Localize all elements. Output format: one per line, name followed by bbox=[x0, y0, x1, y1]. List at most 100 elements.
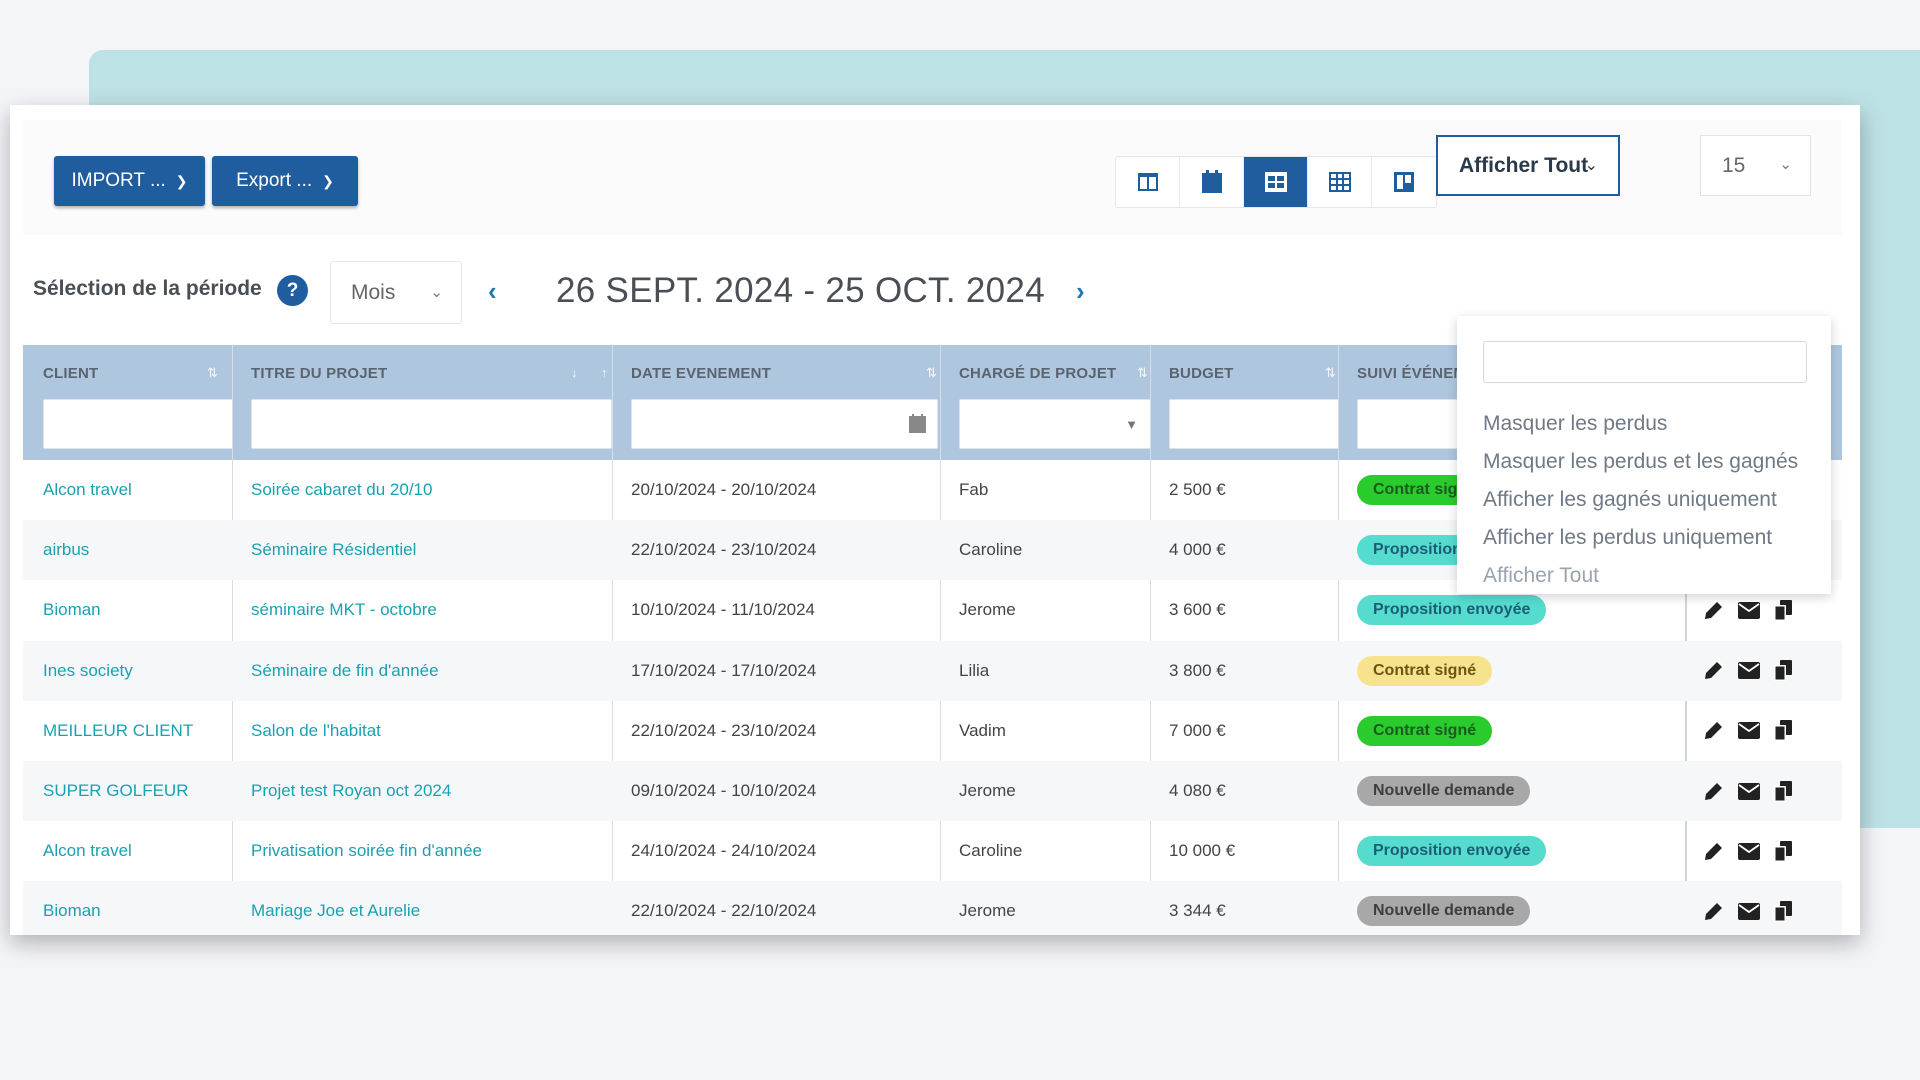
app-card: IMPORT ... ❯ Export ... ❯ Sélection bbox=[10, 105, 1860, 935]
envelope-icon[interactable] bbox=[1738, 902, 1760, 920]
client-link[interactable]: Ines society bbox=[43, 660, 133, 680]
kanban-view-button[interactable] bbox=[1372, 157, 1436, 207]
calendar-view-button[interactable] bbox=[1180, 157, 1244, 207]
column-header-date[interactable]: DATE EVENEMENT bbox=[631, 365, 772, 382]
status-badge[interactable]: Proposition envoyée bbox=[1357, 836, 1547, 867]
sort-icon[interactable]: ⇅ bbox=[207, 365, 218, 380]
budget-value: 3 600 € bbox=[1169, 600, 1226, 620]
title-filter-input[interactable] bbox=[251, 399, 612, 449]
list-view-icon bbox=[1264, 172, 1287, 192]
option-show-won-only[interactable]: Afficher les gagnés uniquement bbox=[1483, 488, 1777, 511]
status-badge[interactable]: Proposition envoyée bbox=[1357, 595, 1547, 626]
row-actions bbox=[1703, 641, 1792, 701]
column-header-manager[interactable]: CHARGÉ DE PROJET bbox=[959, 365, 1117, 382]
budget-value: 3 344 € bbox=[1169, 901, 1226, 921]
budget-filter-input[interactable] bbox=[1169, 399, 1339, 449]
row-actions bbox=[1703, 821, 1792, 881]
next-period-icon[interactable]: › bbox=[1076, 276, 1085, 306]
project-title-link[interactable]: Projet test Royan oct 2024 bbox=[251, 781, 452, 801]
client-link[interactable]: SUPER GOLFEUR bbox=[43, 781, 189, 801]
client-link[interactable]: airbus bbox=[43, 540, 90, 560]
project-title-link[interactable]: Salon de l'habitat bbox=[251, 720, 381, 740]
client-link[interactable]: Alcon travel bbox=[43, 480, 132, 500]
page-size-select[interactable]: 15 ⌄ bbox=[1700, 135, 1811, 196]
project-title-link[interactable]: Séminaire Résidentiel bbox=[251, 540, 417, 560]
table-row: Bioman Mariage Joe et Aurelie 22/10/2024… bbox=[23, 881, 1842, 935]
column-header-status[interactable]: SUIVI ÉVÉNEM bbox=[1357, 365, 1467, 382]
envelope-icon[interactable] bbox=[1738, 662, 1760, 680]
copy-icon[interactable] bbox=[1774, 900, 1792, 922]
export-button[interactable]: Export ... ❯ bbox=[212, 156, 358, 206]
pencil-icon[interactable] bbox=[1703, 901, 1724, 922]
project-manager: Jerome bbox=[959, 901, 1016, 921]
client-link[interactable]: Bioman bbox=[43, 901, 101, 921]
pencil-icon[interactable] bbox=[1703, 841, 1724, 862]
import-button[interactable]: IMPORT ... ❯ bbox=[54, 156, 205, 206]
pencil-icon[interactable] bbox=[1703, 720, 1724, 741]
pencil-icon[interactable] bbox=[1703, 600, 1724, 621]
sort-icon[interactable]: ⇅ bbox=[926, 365, 937, 380]
copy-icon[interactable] bbox=[1774, 840, 1792, 862]
sort-icon[interactable]: ⇅ bbox=[1137, 365, 1148, 380]
result-filter-select[interactable]: Afficher Tout ⌄ bbox=[1436, 135, 1620, 196]
project-title-link[interactable]: séminaire MKT - octobre bbox=[251, 600, 437, 620]
status-badge[interactable]: Nouvelle demande bbox=[1357, 896, 1531, 927]
copy-icon[interactable] bbox=[1774, 780, 1792, 802]
envelope-icon[interactable] bbox=[1738, 601, 1760, 619]
event-date: 09/10/2024 - 10/10/2024 bbox=[631, 781, 817, 801]
chevron-down-icon: ⌄ bbox=[1584, 157, 1598, 174]
project-manager: Jerome bbox=[959, 600, 1016, 620]
column-header-title[interactable]: TITRE DU PROJET bbox=[251, 365, 388, 382]
table-row: Ines society Séminaire de fin d'année 17… bbox=[23, 640, 1842, 701]
budget-value: 2 500 € bbox=[1169, 480, 1226, 500]
grid-view-icon bbox=[1328, 172, 1351, 192]
column-divider bbox=[940, 345, 941, 935]
status-badge[interactable]: Nouvelle demande bbox=[1357, 776, 1531, 807]
option-show-all[interactable]: Afficher Tout bbox=[1483, 564, 1599, 587]
project-manager: Vadim bbox=[959, 720, 1006, 740]
copy-icon[interactable] bbox=[1774, 720, 1792, 742]
sort-icon[interactable]: ⇅ bbox=[1325, 365, 1336, 380]
option-hide-lost[interactable]: Masquer les perdus bbox=[1483, 412, 1668, 435]
client-link[interactable]: Alcon travel bbox=[43, 841, 132, 861]
pencil-icon[interactable] bbox=[1703, 781, 1724, 802]
column-header-budget[interactable]: BUDGET bbox=[1169, 365, 1234, 382]
list-view-button[interactable] bbox=[1244, 157, 1308, 207]
manager-filter-select[interactable]: ▼ bbox=[959, 399, 1151, 449]
status-badge[interactable]: Contrat signé bbox=[1357, 715, 1493, 746]
envelope-icon[interactable] bbox=[1738, 722, 1760, 740]
help-icon[interactable]: ? bbox=[277, 275, 308, 306]
date-filter-input[interactable] bbox=[631, 399, 938, 449]
event-date: 22/10/2024 - 23/10/2024 bbox=[631, 720, 817, 740]
project-title-link[interactable]: Mariage Joe et Aurelie bbox=[251, 901, 421, 921]
project-title-link[interactable]: Soirée cabaret du 20/10 bbox=[251, 480, 433, 500]
pencil-icon[interactable] bbox=[1703, 660, 1724, 681]
event-date: 17/10/2024 - 17/10/2024 bbox=[631, 660, 817, 680]
status-badge[interactable]: Contrat signé bbox=[1357, 655, 1493, 686]
envelope-icon[interactable] bbox=[1738, 782, 1760, 800]
client-link[interactable]: MEILLEUR CLIENT bbox=[43, 720, 194, 740]
sort-asc-icon[interactable]: ↑ bbox=[601, 365, 608, 380]
grid-view-button[interactable] bbox=[1308, 157, 1372, 207]
table-row: MEILLEUR CLIENT Salon de l'habitat 22/10… bbox=[23, 701, 1842, 761]
option-show-lost-only[interactable]: Afficher les perdus uniquement bbox=[1483, 526, 1773, 549]
status-cell: Contrat signé bbox=[1357, 641, 1493, 701]
project-title-link[interactable]: Séminaire de fin d'année bbox=[251, 660, 439, 680]
filter-dropdown-menu: Masquer les perdus Masquer les perdus et… bbox=[1457, 316, 1831, 594]
client-filter-input[interactable] bbox=[43, 399, 233, 449]
client-link[interactable]: Bioman bbox=[43, 600, 101, 620]
dropdown-search-input[interactable] bbox=[1483, 341, 1807, 383]
sort-desc-icon[interactable]: ↓ bbox=[571, 365, 578, 380]
option-hide-lost-and-won[interactable]: Masquer les perdus et les gagnés bbox=[1483, 450, 1799, 473]
project-title-link[interactable]: Privatisation soirée fin d'année bbox=[251, 841, 482, 861]
column-header-client[interactable]: CLIENT bbox=[43, 365, 99, 382]
split-view-button[interactable] bbox=[1116, 157, 1180, 207]
period-unit-select[interactable]: Mois ⌄ bbox=[330, 261, 462, 324]
previous-period-icon[interactable]: ‹ bbox=[488, 276, 497, 306]
event-date: 24/10/2024 - 24/10/2024 bbox=[631, 841, 817, 861]
period-label: Sélection de la période bbox=[33, 277, 262, 300]
chevron-down-icon: ❯ bbox=[175, 172, 188, 189]
envelope-icon[interactable] bbox=[1738, 842, 1760, 860]
copy-icon[interactable] bbox=[1774, 660, 1792, 682]
copy-icon[interactable] bbox=[1774, 599, 1792, 621]
